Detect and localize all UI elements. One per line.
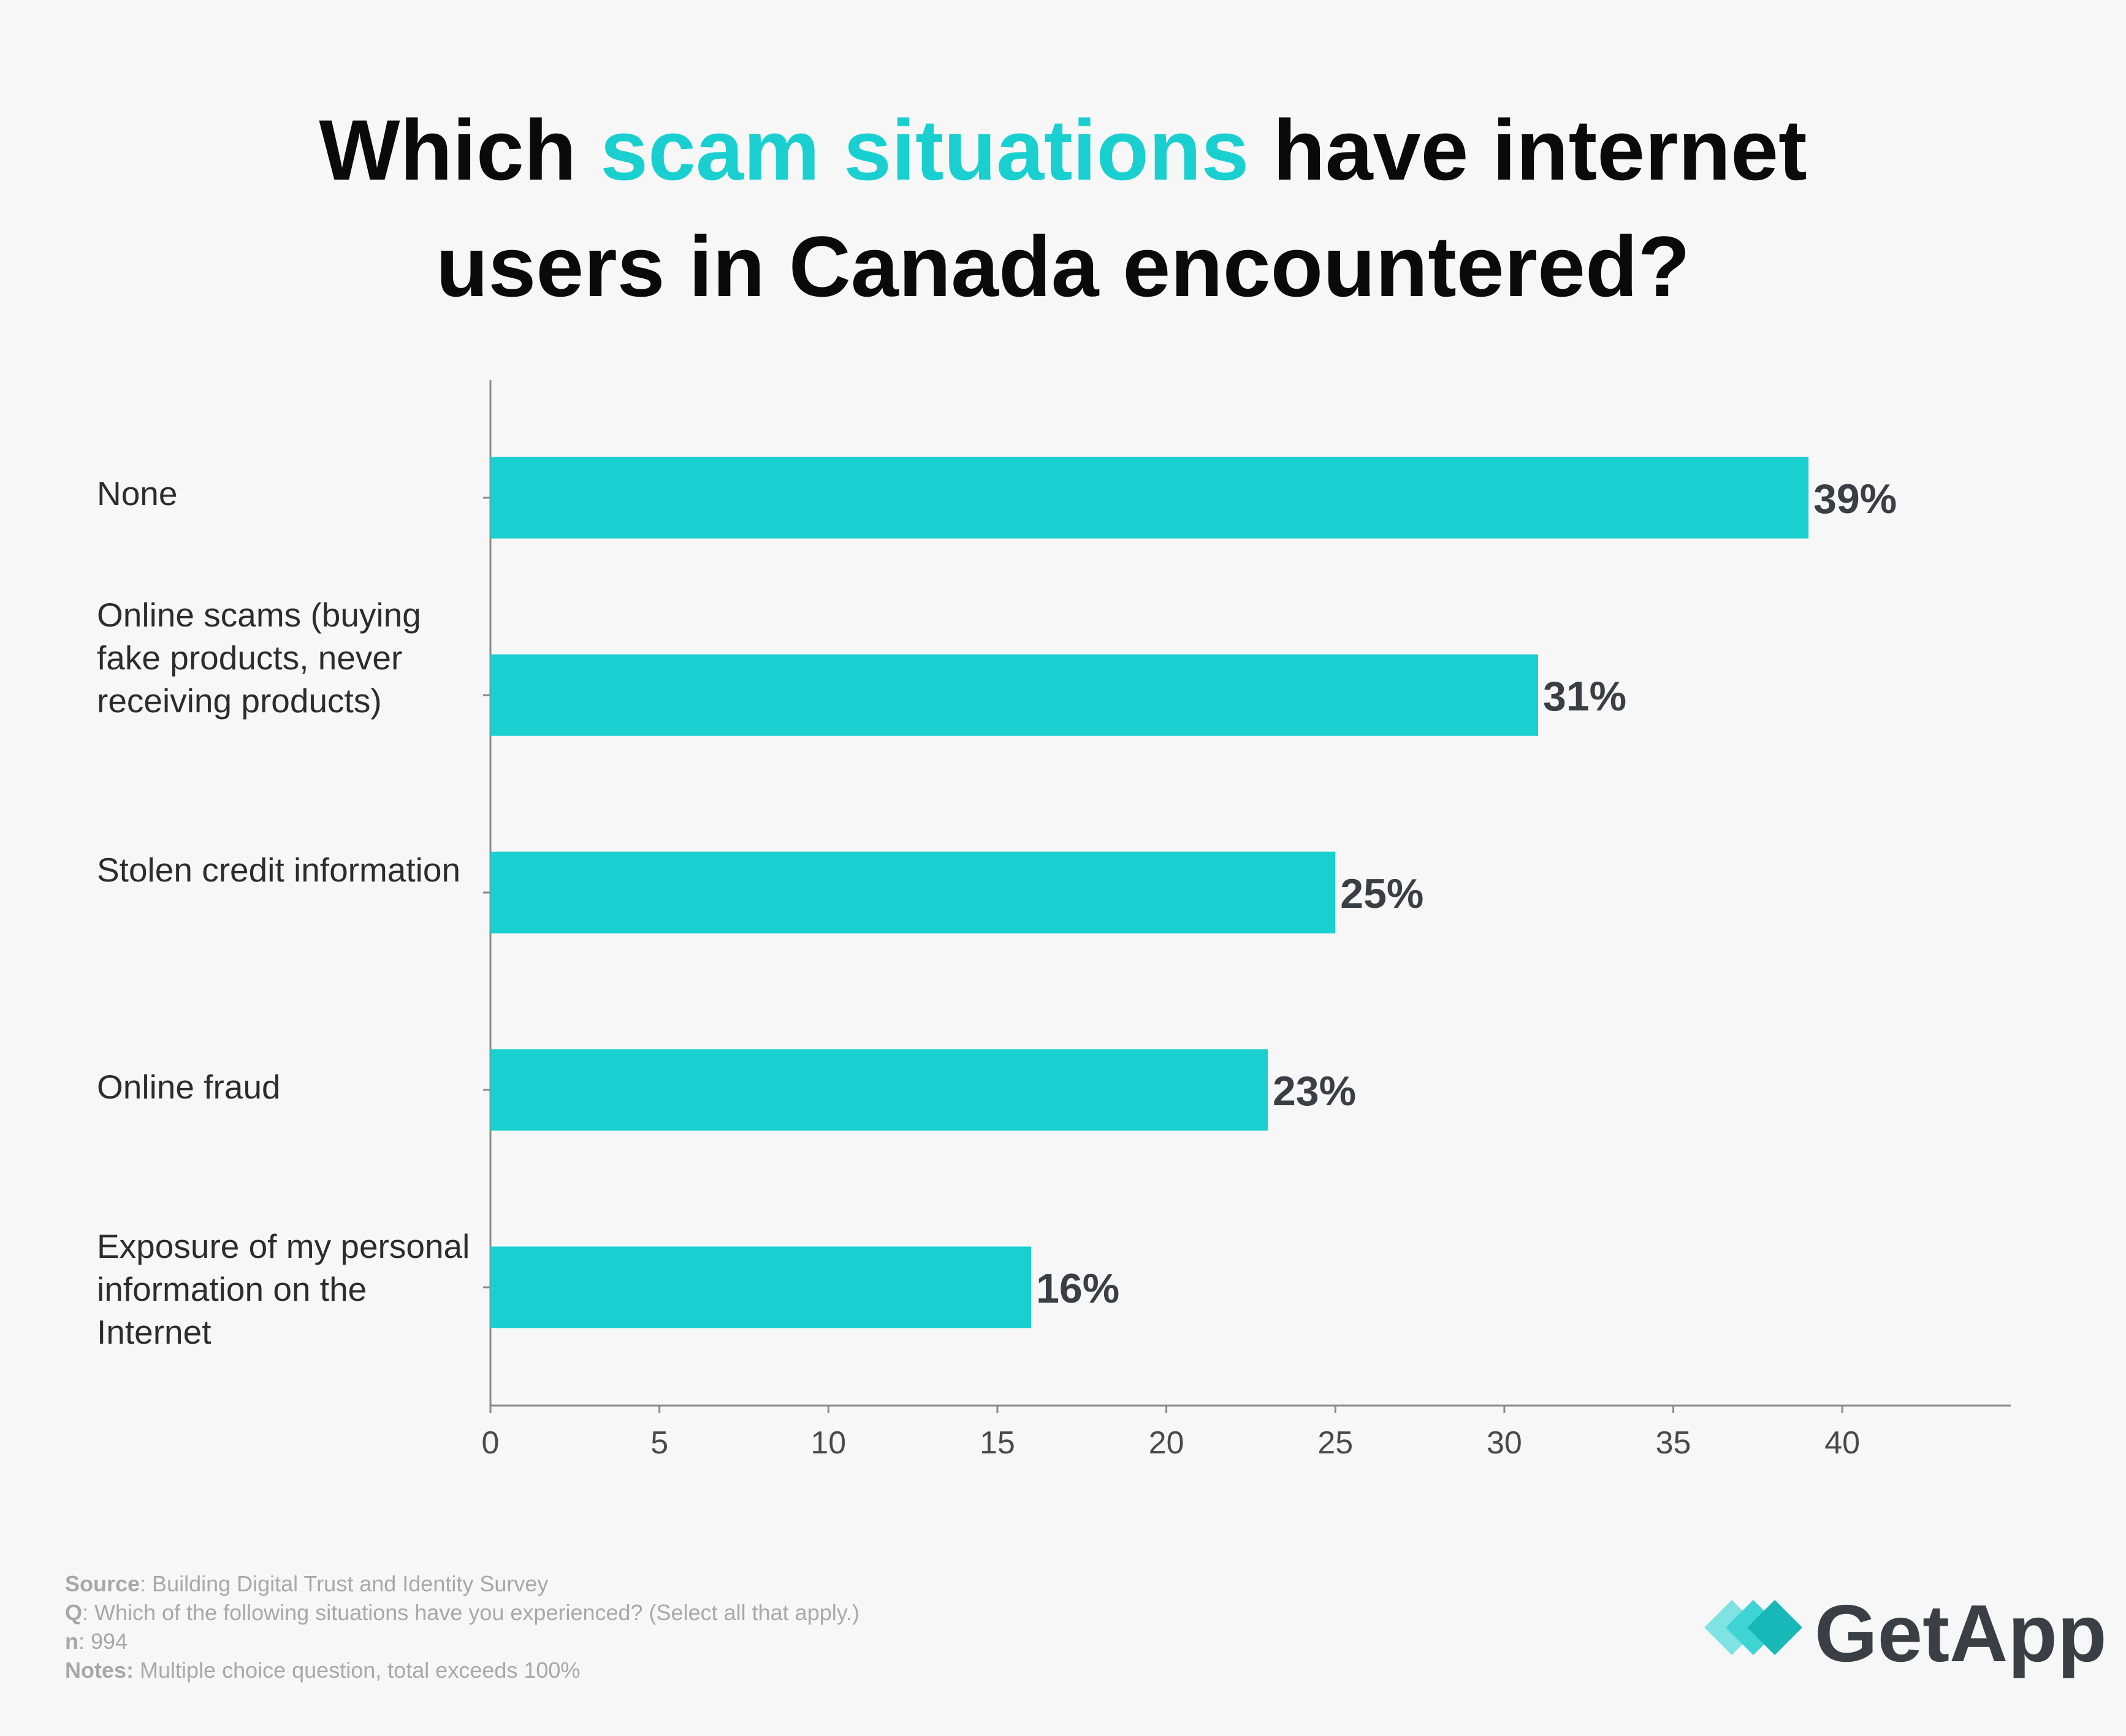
x-tick-label: 10 [810,1425,846,1461]
getapp-logo-text: GetApp [1815,1588,2107,1678]
x-tick-label: 40 [1824,1425,1860,1461]
bar-value-label: 23% [1273,1068,1356,1114]
chart-footer: Source: Building Digital Trust and Ident… [65,1569,859,1685]
bar [490,654,1539,736]
bar-value-label: 39% [1813,476,1897,522]
x-tick-label: 15 [980,1425,1015,1461]
footer-question: Q: Which of the following situations hav… [65,1600,860,1625]
category-label-exposure: Exposure of my personal information on t… [97,1227,470,1351]
bar [490,457,1809,539]
getapp-logo-icon [1704,1600,1802,1655]
footer-source: Source: Building Digital Trust and Ident… [65,1571,549,1596]
bar-chart: 0 5 10 15 20 25 30 35 40 39% 31% 25% 23% 16% [482,380,2011,1461]
category-label-online-scams: Online scams (buying fake products, neve… [97,596,421,720]
category-label-stolen-credit: Stolen credit information [97,851,461,889]
category-label-online-fraud: Online fraud [97,1068,281,1106]
footer-notes: Notes: Multiple choice question, total e… [65,1658,581,1683]
bar-value-label: 16% [1036,1265,1119,1312]
title-highlight: scam situations [600,102,1249,198]
x-tick-label: 30 [1487,1425,1522,1461]
x-tick-label: 5 [650,1425,668,1461]
bar [490,851,1336,934]
bar-value-label: 25% [1340,870,1423,917]
x-tick-label: 20 [1149,1425,1184,1461]
footer-sample-size: n: 994 [65,1629,128,1654]
x-tick-label: 35 [1656,1425,1691,1461]
bar [490,1246,1032,1328]
x-tick-label: 25 [1317,1425,1353,1461]
category-label-none: None [97,474,178,512]
bar [490,1049,1268,1131]
title-line2: users in Canada encountered? [435,218,1691,314]
title-part1: Which [319,102,601,198]
title-part2: have internet [1249,102,1807,198]
x-tick-label: 0 [482,1425,500,1461]
chart-title: Which scam situations have internet user… [0,92,2126,325]
bar-value-label: 31% [1543,673,1626,720]
